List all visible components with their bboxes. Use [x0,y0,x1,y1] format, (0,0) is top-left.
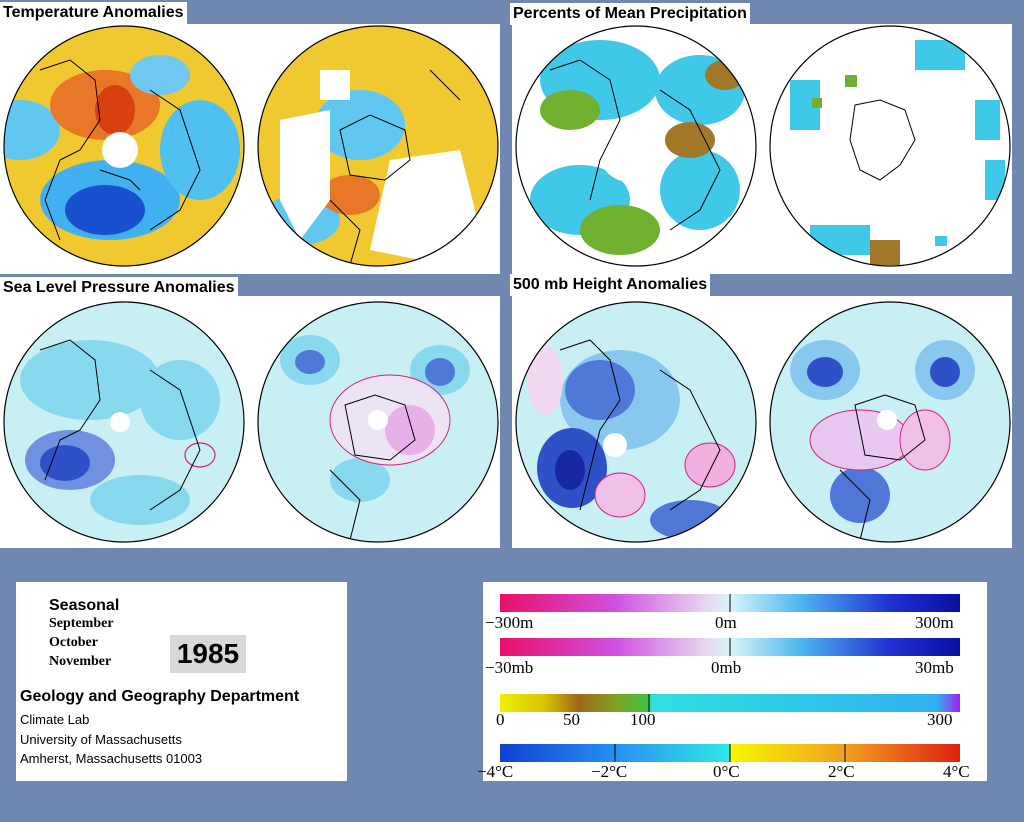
temp-label-neg4: −4°C [477,762,514,781]
address-line-3: Amherst, Massachusetts 01003 [20,751,203,766]
height-mid-label: 0m [715,613,737,632]
height-min-label: −300m [485,613,534,632]
temp-label-2: 2°C [828,762,855,781]
slp-northern-hemisphere [4,302,244,542]
pressure-min-label: −30mb [485,658,534,677]
temp-label-neg2: −2°C [591,762,628,781]
temp-label-4: 4°C [943,762,970,781]
precip-label-0: 0 [496,710,505,729]
precip-label-300: 300 [927,710,953,729]
height500-southern-hemisphere [770,302,1010,542]
temperature-title: Temperature Anomalies [0,2,187,24]
slp-southern-hemisphere [258,302,498,542]
temperature-southern-hemisphere [258,26,498,266]
slp-title: Sea Level Pressure Anomalies [0,277,238,299]
precipitation-southern-hemisphere [770,26,1010,266]
address-line-2: University of Massachusetts [20,732,182,747]
height500-northern-hemisphere [516,302,756,542]
legend-colorbars [500,594,960,762]
legend-box: −300m 0m 300m −30mb 0mb 30mb 0 50 100 30… [477,582,987,781]
department-label: Geology and Geography Department [20,688,300,705]
month-1: September [49,616,114,631]
pressure-mid-label: 0mb [711,658,742,677]
precipitation-title: Percents of Mean Precipitation [510,3,750,25]
height-max-label: 300m [915,613,954,632]
address-line-1: Climate Lab [20,712,90,727]
pressure-max-label: 30mb [915,658,954,677]
height500-title: 500 mb Height Anomalies [510,274,711,296]
month-3: November [49,654,112,669]
month-2: October [49,635,98,650]
year-label: 1985 [170,635,246,673]
temp-label-0: 0°C [713,762,740,781]
precip-label-50: 50 [563,710,580,729]
info-box: Seasonal September October November 1985… [16,582,347,781]
precip-label-100: 100 [630,710,656,729]
temperature-northern-hemisphere [4,26,244,266]
period-label: Seasonal [49,597,120,614]
precip-colorbar [500,694,960,712]
hemisphere-maps [3,25,1011,543]
precipitation-northern-hemisphere [516,26,756,266]
